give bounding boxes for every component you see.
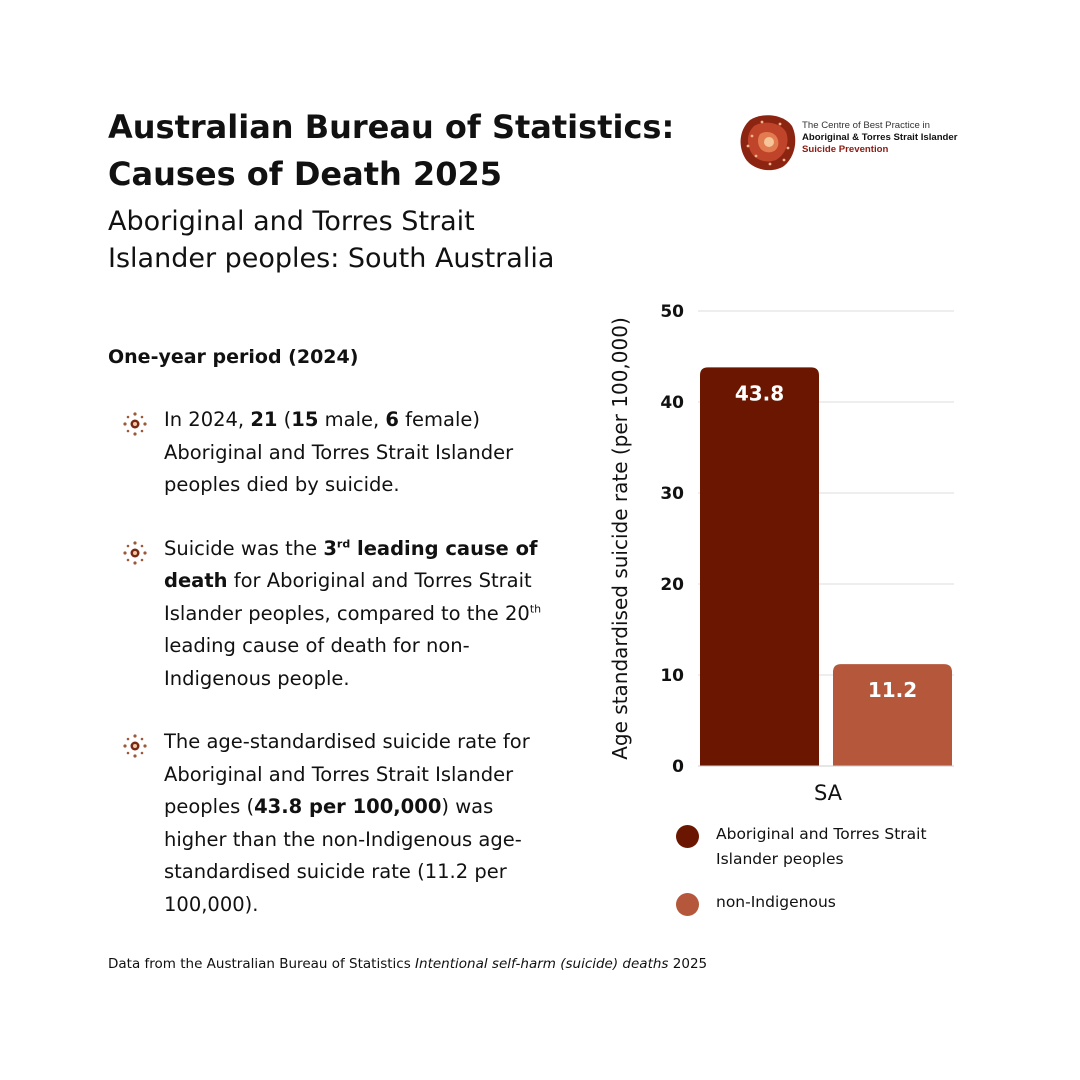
legend-label-non-indigenous: non-Indigenous [716, 893, 836, 911]
y-tick-label: 50 [660, 302, 684, 322]
bullet-3-text: The age-standardised suicide rate for Ab… [164, 730, 530, 916]
y-tick-label: 10 [660, 666, 684, 686]
y-tick-label: 0 [672, 757, 684, 777]
title-line-2: Causes of Death 2025 [108, 155, 502, 193]
data-label: 11.2 [868, 678, 917, 702]
subtitle-line-1: Aboriginal and Torres Strait [108, 206, 475, 237]
period-heading: One-year period (2024) [108, 346, 359, 368]
y-tick-label: 30 [660, 484, 684, 504]
bullet-item: The age-standardised suicide rate for Ab… [120, 726, 550, 921]
bullet-item: In 2024, 21 (15 male, 6 female) Aborigin… [120, 404, 550, 502]
legend-label-line-2: Islander peoples [716, 850, 844, 868]
logo-line-2: Aboriginal & Torres Strait Islander [802, 132, 958, 143]
legend-swatch-indigenous [676, 825, 699, 848]
legend-label-line-1: Aboriginal and Torres Strait [716, 825, 927, 843]
bullet-item: Suicide was the 3rd leading cause of dea… [120, 533, 550, 696]
y-tick-label: 20 [660, 575, 684, 595]
bullet-2-text: Suicide was the 3rd leading cause of dea… [164, 536, 542, 690]
legend-item-non-indigenous: non-Indigenous [676, 890, 976, 916]
y-axis-label: Age standardised suicide rate (per 100,0… [608, 317, 632, 760]
bullet-list: In 2024, 21 (15 male, 6 female) Aborigin… [120, 404, 550, 952]
bar-indigenous [700, 367, 819, 766]
page-title: Australian Bureau of Statistics: Causes … [108, 104, 748, 198]
bar-chart: 0 10 20 30 40 50 Age standardised suicide rate… [608, 302, 954, 805]
logo-line-1: The Centre of Best Practice in [802, 120, 930, 131]
title-line-1: Australian Bureau of Statistics: [108, 108, 675, 146]
bar-non-indigenous [833, 664, 952, 766]
x-category-label: SA [814, 781, 843, 805]
dot-circle-icon [123, 412, 147, 436]
y-tick-label: 40 [660, 393, 684, 413]
dot-circle-icon [123, 540, 147, 565]
organisation-logo: The Centre of Best Practice in Aborigina… [740, 112, 980, 174]
dot-painting-stone-icon [740, 115, 796, 171]
subtitle-line-2: Islander peoples: South Australia [108, 243, 555, 274]
source-note: Data from the Australian Bureau of Stati… [108, 956, 708, 972]
logo-text: The Centre of Best Practice in Aborigina… [802, 120, 992, 156]
legend-item-indigenous: Aboriginal and Torres Strait Islander pe… [676, 822, 976, 872]
dot-circle-icon [123, 734, 147, 758]
bullet-1-text: In 2024, 21 (15 male, 6 female) Aborigin… [164, 408, 514, 496]
legend-swatch-non-indigenous [676, 893, 699, 916]
page-subtitle: Aboriginal and Torres Strait Islander pe… [108, 203, 628, 277]
chart-legend: Aboriginal and Torres Strait Islander pe… [676, 822, 976, 933]
logo-line-3: Suicide Prevention [802, 144, 889, 155]
data-label: 43.8 [735, 381, 784, 405]
